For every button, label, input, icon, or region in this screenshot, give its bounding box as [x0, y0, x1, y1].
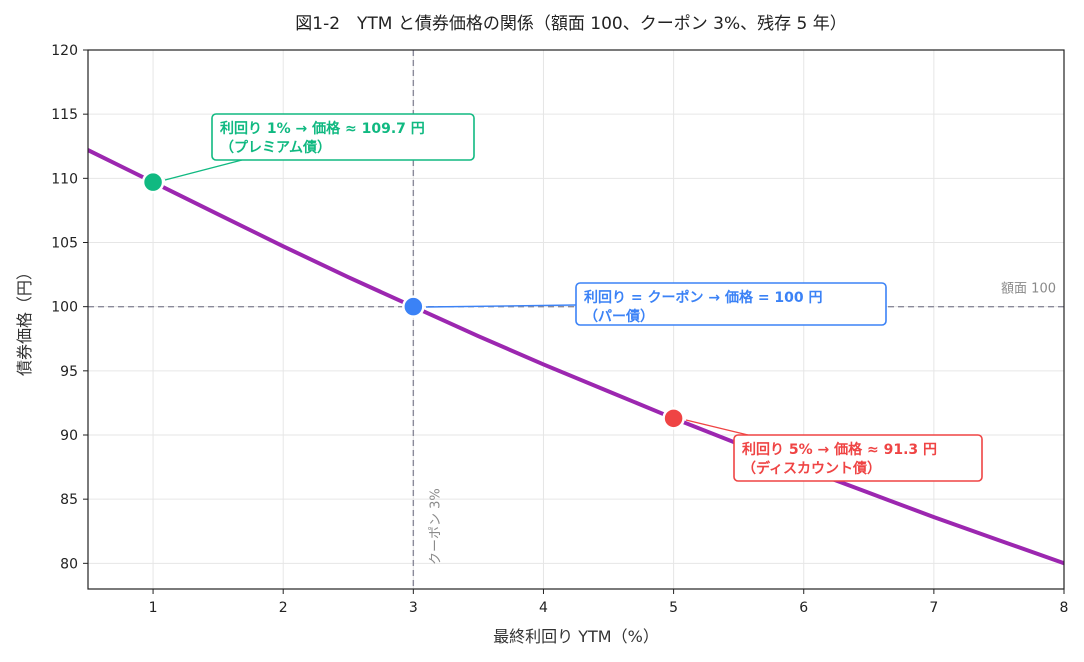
annotation-leader [685, 419, 749, 436]
x-axis-title: 最終利回り YTM（%） [493, 627, 659, 646]
x-tick-label: 4 [539, 600, 548, 616]
x-tick-label: 8 [1060, 600, 1069, 616]
x-tick-label: 5 [669, 600, 678, 616]
annotation-line1: 利回り = クーポン → 価格 = 100 円 [584, 289, 823, 306]
x-tick-label: 7 [929, 600, 938, 616]
y-tick-label: 90 [60, 428, 78, 444]
annotation-box [575, 282, 887, 326]
coupon-reference-label: クーポン 3% [428, 488, 443, 565]
annotation-line2: （ディスカウント債） [742, 460, 881, 477]
y-tick-label: 85 [60, 492, 78, 508]
y-axis-title: 債券価格（円） [15, 264, 34, 376]
series-layer [88, 148, 1064, 566]
y-tick-label: 100 [51, 300, 78, 316]
reference-lines: 額面 100 クーポン 3% [88, 50, 1064, 589]
annotation-leader [425, 304, 577, 308]
data-point-marker [141, 170, 165, 194]
data-point-marker [662, 407, 685, 430]
data-point-marker [402, 295, 425, 318]
y-tick-label: 120 [51, 43, 78, 59]
par-reference-label: 額面 100 [1001, 282, 1056, 297]
y-tick-label: 115 [51, 107, 78, 123]
annotation-line2: （プレミアム債） [220, 139, 331, 156]
y-tick-label: 105 [51, 236, 78, 252]
x-tick-label: 1 [149, 600, 158, 616]
plot-frame [87, 49, 1065, 590]
x-tick-label: 6 [799, 600, 808, 616]
y-tick-label: 80 [60, 556, 78, 572]
x-tick-label: 2 [279, 600, 288, 616]
annotations: 利回り 1% → 価格 ≈ 109.7 円 （プレミアム債） 利回り = クーポン … [141, 113, 983, 482]
annotation-box [211, 113, 475, 161]
tick-labels: 1 2 3 4 5 6 7 8 80 85 90 95 100 105 110 115 120 [51, 43, 1068, 616]
y-tick-label: 110 [51, 171, 78, 187]
price-yield-curve [88, 148, 1064, 566]
annotation-line2: （パー債） [584, 308, 654, 325]
annotation-line1: 利回り 1% → 価格 ≈ 109.7 円 [220, 120, 425, 137]
x-tick-label: 3 [409, 600, 418, 616]
annotation-line1: 利回り 5% → 価格 ≈ 91.3 円 [742, 441, 937, 458]
y-tick-label: 95 [60, 364, 78, 380]
annotation-leader [164, 159, 243, 181]
annotation-box [733, 434, 983, 482]
chart-title: 図1-2 YTM と債券価格の関係（額面 100、クーポン 3%、残存 5 年） [295, 14, 846, 34]
